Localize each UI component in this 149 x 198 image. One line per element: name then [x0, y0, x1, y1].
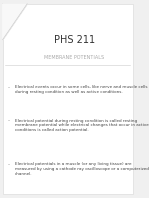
Text: –: –: [8, 119, 10, 123]
Polygon shape: [3, 4, 27, 40]
Text: PHS 211: PHS 211: [54, 35, 95, 45]
Text: Electrical events occur in some cells, like nerve and muscle cells during restin: Electrical events occur in some cells, l…: [15, 85, 147, 94]
Text: MEMBRANE POTENTIALS: MEMBRANE POTENTIALS: [44, 55, 104, 60]
FancyBboxPatch shape: [3, 4, 133, 194]
Text: –: –: [8, 85, 10, 89]
Text: Electrical potentials in a muscle (or any living tissue) are measured by using a: Electrical potentials in a muscle (or an…: [15, 162, 149, 176]
Polygon shape: [3, 4, 27, 40]
Text: –: –: [8, 162, 10, 166]
Text: Electrical potential during resting condition is called resting membrane potenti: Electrical potential during resting cond…: [15, 119, 149, 132]
Polygon shape: [3, 4, 27, 40]
